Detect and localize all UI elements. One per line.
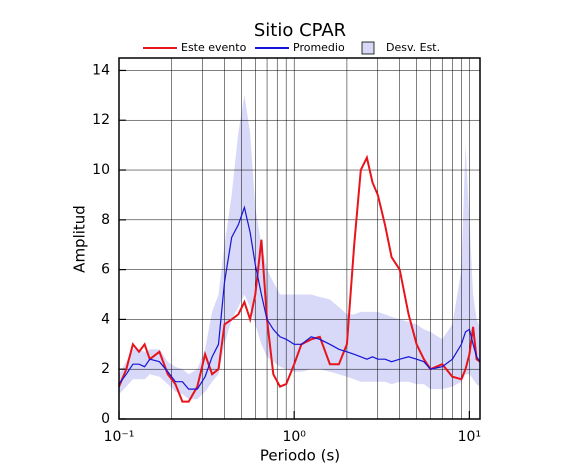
- x-tick-label: 10¹: [458, 429, 481, 445]
- y-tick-label: 4: [101, 311, 110, 327]
- x-axis-label: Periodo (s): [260, 447, 340, 465]
- series-line: [118, 154, 481, 403]
- legend-label: Promedio: [293, 41, 345, 54]
- y-tick-label: 10: [92, 162, 110, 178]
- legend-label: Desv. Est.: [386, 41, 440, 54]
- std-band: [119, 95, 480, 400]
- x-tick-label: 10⁻¹: [104, 429, 135, 445]
- chart-title: Sitio CPAR: [254, 20, 346, 41]
- y-axis-label: Amplitud: [71, 205, 89, 273]
- y-tick-label: 12: [92, 112, 110, 128]
- y-tick-label: 14: [92, 62, 110, 78]
- legend-label: Este evento: [181, 41, 247, 54]
- legend-swatch: [361, 41, 375, 55]
- y-tick-label: 6: [101, 262, 110, 278]
- y-tick-label: 0: [101, 411, 110, 427]
- plot-frame: [118, 57, 481, 420]
- series-line: [118, 205, 481, 390]
- x-tick-label: 10⁰: [282, 429, 306, 445]
- y-tick-label: 2: [101, 361, 110, 377]
- y-tick-label: 8: [101, 212, 110, 228]
